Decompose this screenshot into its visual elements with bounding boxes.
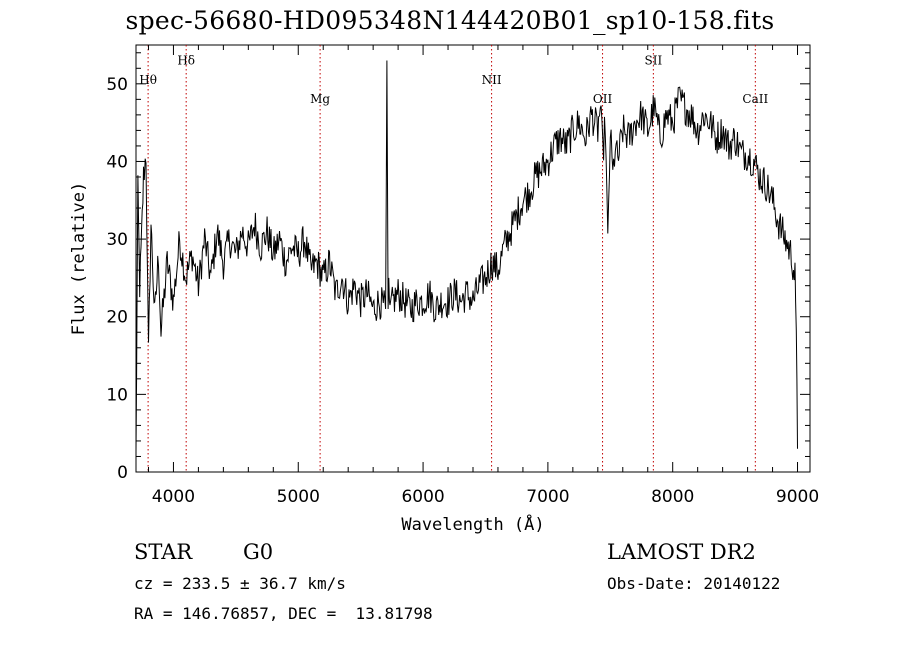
x-axis-label: Wavelength (Å) <box>401 513 544 535</box>
y-tick-label: 50 <box>106 75 128 95</box>
y-tick-label: 0 <box>117 463 128 483</box>
obs-date: Obs-Date: 20140122 <box>607 574 781 593</box>
y-tick-label: 20 <box>106 308 128 328</box>
redshift-cz: cz = 233.5 ± 36.7 km/s <box>134 574 346 593</box>
y-tick-label: 40 <box>106 152 128 172</box>
plot-frame <box>135 44 811 473</box>
x-tick-label: 6000 <box>401 487 444 507</box>
x-tick-label: 9000 <box>776 487 819 507</box>
line-marker-label: CaII <box>742 92 768 106</box>
x-tick-label: 5000 <box>277 487 320 507</box>
spectrum-series-0 <box>135 60 798 452</box>
line-marker-label: OII <box>593 92 613 106</box>
x-tick-label: 8000 <box>651 487 694 507</box>
object-subclass: G0 <box>243 540 274 564</box>
line-marker-label: Hδ <box>177 53 195 67</box>
y-axis-label: Flux (relative) <box>69 182 89 336</box>
survey-label: LAMOST DR2 <box>607 540 756 564</box>
line-marker-label: Mg <box>310 92 330 106</box>
y-tick-label: 10 <box>106 385 128 405</box>
chart-title: spec-56680-HD095348N144420B01_sp10-158.f… <box>125 6 775 35</box>
line-marker-label: SII <box>645 53 663 67</box>
line-marker-label: Hθ <box>139 73 157 87</box>
y-tick-label: 30 <box>106 230 128 250</box>
x-tick-label: 4000 <box>152 487 195 507</box>
x-tick-label: 7000 <box>526 487 569 507</box>
coordinates: RA = 146.76857, DEC = 13.81798 <box>134 604 433 623</box>
line-marker-label: NII <box>482 73 502 87</box>
object-class: STAR <box>134 540 193 564</box>
